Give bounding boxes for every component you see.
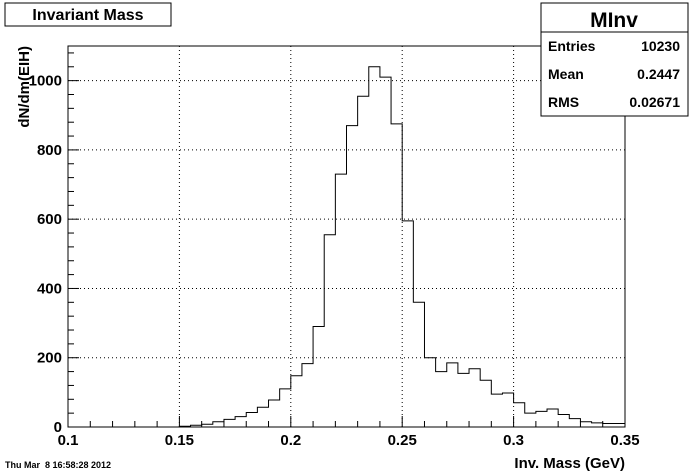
stats-rms-value: 0.02671 [629,94,680,110]
title-box [4,2,172,27]
grid-lines [68,46,625,427]
stats-entries-label: Entries [548,38,596,54]
chart-title: Invariant Mass [32,7,143,24]
y-tick-label: 400 [37,280,62,297]
stats-box: MInv Entries 10230 Mean 0.2447 RMS 0.026… [540,2,689,117]
stats-mean-label: Mean [548,66,584,82]
plot-frame [67,45,626,428]
x-tick-label: 0.3 [503,432,524,449]
y-tick-label: 200 [37,350,62,367]
stats-box-frame [540,2,689,117]
y-tick-label: 800 [37,142,62,159]
stats-mean-value: 0.2447 [637,66,680,82]
y-axis-label: dN/dm(EIH) [16,46,33,128]
stats-rms-label: RMS [548,94,579,110]
x-axis-label: Inv. Mass (GeV) [514,455,625,472]
axes: 0.1 0.15 0.2 0.25 0.3 0.35 0 200 400 600 800 1000 [29,52,640,449]
stats-entries-value: 10230 [641,38,680,54]
x-tick-label: 0.35 [610,432,639,449]
x-tick-label: 0.2 [280,432,301,449]
x-tick-label: 0.15 [165,432,194,449]
y-tick-label: 600 [37,211,62,228]
x-tick-label: 0.1 [58,432,79,449]
stats-name: MInv [590,9,638,32]
y-tick-label: 1000 [29,73,62,90]
y-tick-label: 0 [54,419,62,436]
timestamp: Thu Mar 8 16:58:28 2012 [5,460,111,470]
x-tick-label: 0.25 [388,432,417,449]
